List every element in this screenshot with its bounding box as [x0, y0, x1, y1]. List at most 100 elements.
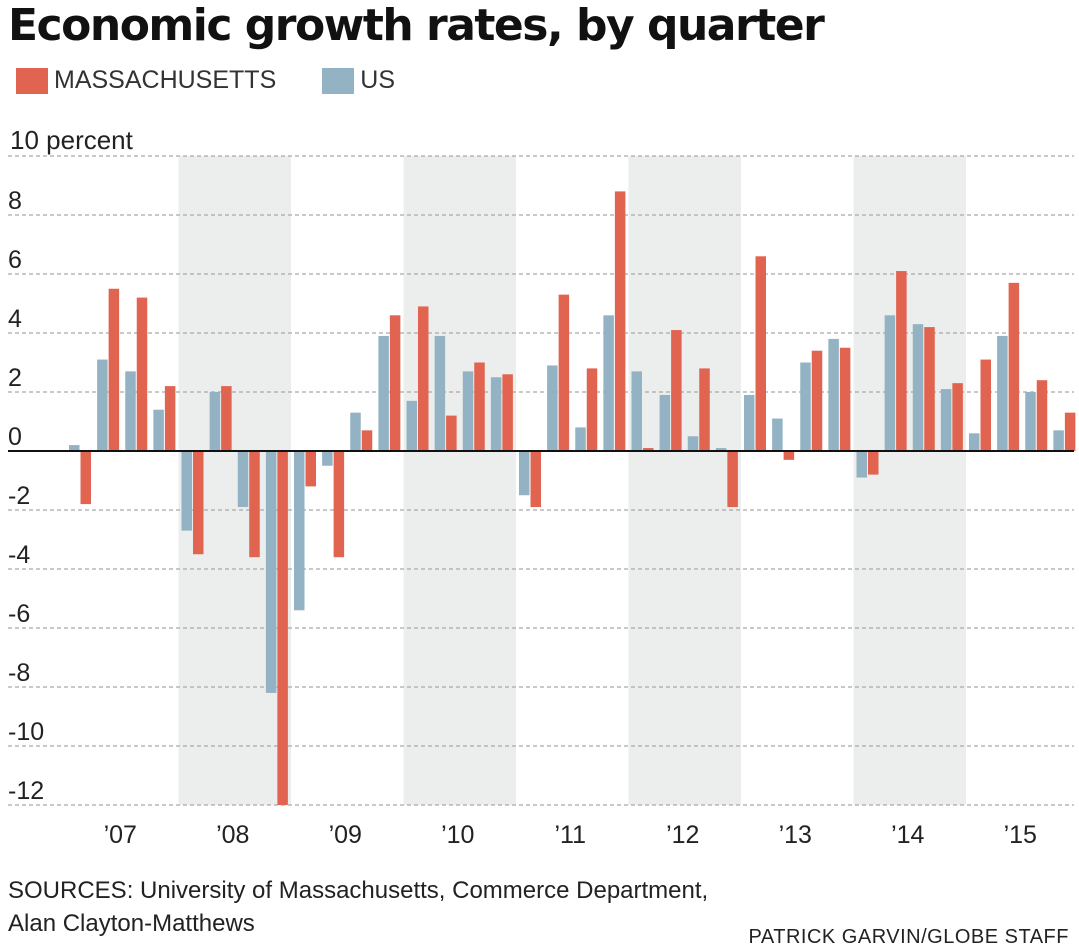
bar-massachusetts	[277, 451, 288, 805]
bar-us	[153, 409, 164, 451]
sources-line-1: SOURCES: University of Massachusetts, Co…	[8, 877, 709, 904]
bar-massachusetts	[361, 430, 373, 451]
x-tick-label: ’08	[216, 821, 249, 849]
x-tick-label: ’14	[891, 821, 924, 849]
x-tick-label: ’09	[329, 821, 362, 849]
bar-massachusetts	[558, 294, 570, 451]
y-tick-label: -10	[8, 718, 44, 746]
legend-swatch-massachusetts	[16, 67, 48, 94]
shaded-year-band	[403, 156, 516, 805]
bar-us	[69, 445, 80, 451]
bar-us	[378, 335, 389, 451]
y-axis-unit-label: 10 percent	[10, 125, 133, 155]
bar-us	[715, 448, 727, 451]
x-tick-label: ’15	[1004, 821, 1037, 849]
bar-us	[125, 371, 136, 451]
x-tick-label: ’10	[441, 821, 474, 849]
bar-massachusetts	[755, 256, 766, 451]
bar-massachusetts	[727, 451, 738, 508]
shaded-year-band	[853, 156, 966, 805]
bar-massachusetts	[221, 386, 232, 451]
bar-us	[490, 377, 502, 451]
bar-massachusetts	[952, 383, 963, 451]
legend-item-us: US	[322, 66, 395, 95]
bar-massachusetts	[193, 451, 204, 555]
bar-chart: 8 6 4 2 0 -2 -4 -6 -8 -10 -12 ’07 ’08 ’09 ’10 ’11 ’12 ’13…	[8, 155, 1076, 849]
bar-us	[631, 371, 642, 451]
bar-us	[603, 315, 614, 451]
credit-line: PATRICK GARVIN/GLOBE STAFF	[748, 926, 1069, 948]
y-tick-label: 8	[8, 187, 22, 215]
bar-massachusetts	[249, 451, 260, 558]
bar-us	[209, 392, 221, 451]
bar-massachusetts	[502, 374, 513, 451]
bar-massachusetts	[671, 330, 682, 451]
bar-massachusetts	[839, 347, 851, 451]
y-tick-label: 0	[8, 423, 22, 451]
bar-us	[687, 436, 699, 451]
bar-massachusetts	[530, 451, 541, 508]
legend: MASSACHUSETTS US	[16, 66, 441, 95]
x-tick-label: ’12	[666, 821, 699, 849]
chart-title: Economic growth rates, by quarter	[8, 0, 825, 51]
bar-massachusetts	[1036, 380, 1048, 451]
bar-us	[1025, 392, 1036, 451]
bar-us	[462, 371, 474, 451]
bar-us	[912, 324, 924, 451]
shaded-year-band	[628, 156, 741, 805]
y-tick-label: 4	[8, 305, 22, 333]
legend-swatch-us	[322, 67, 355, 94]
bar-us	[519, 451, 530, 496]
x-tick-label: ’13	[779, 821, 812, 849]
bar-massachusetts	[699, 368, 710, 451]
bar-massachusetts	[418, 306, 429, 451]
bar-us	[547, 365, 558, 451]
bar-us	[997, 335, 1008, 451]
bar-massachusetts	[1064, 412, 1076, 451]
bar-massachusetts	[868, 451, 879, 475]
bar-us	[181, 451, 192, 531]
y-tick-label: -8	[8, 659, 30, 687]
bar-massachusetts	[446, 415, 457, 451]
bar-us	[434, 335, 446, 451]
bar-massachusetts	[811, 350, 823, 451]
y-tick-label: 2	[8, 364, 22, 392]
bar-us	[828, 338, 839, 451]
legend-label-us: US	[360, 66, 395, 94]
legend-label-massachusetts: MASSACHUSETTS	[54, 66, 277, 94]
y-tick-label: -12	[8, 777, 44, 805]
bar-us	[1053, 430, 1064, 451]
bar-massachusetts	[80, 451, 91, 505]
sources-line-2: Alan Clayton-Matthews	[8, 910, 255, 937]
x-tick-label: ’11	[554, 821, 586, 849]
bar-massachusetts	[164, 386, 176, 451]
sources-note: SOURCES: University of Massachusetts, Co…	[8, 874, 868, 940]
bar-massachusetts	[108, 288, 120, 451]
bar-us	[350, 412, 361, 451]
bar-massachusetts	[333, 451, 345, 558]
bar-us	[744, 394, 755, 451]
bar-massachusetts	[305, 451, 316, 487]
bar-massachusetts	[614, 191, 626, 451]
bar-massachusetts	[896, 271, 907, 451]
bar-us	[969, 433, 980, 451]
bar-massachusetts	[474, 362, 485, 451]
bar-us	[575, 427, 586, 451]
bar-massachusetts	[389, 315, 401, 451]
bar-us	[772, 418, 783, 451]
bar-massachusetts	[643, 448, 654, 451]
bar-us	[97, 359, 108, 451]
y-tick-label: -2	[8, 482, 30, 510]
bar-massachusetts	[783, 451, 795, 460]
bar-massachusetts	[586, 368, 598, 451]
x-tick-label: ’07	[104, 821, 137, 849]
bar-us	[800, 362, 811, 451]
bar-massachusetts	[924, 327, 935, 451]
y-tick-label: -6	[8, 600, 30, 628]
legend-item-massachusetts: MASSACHUSETTS	[16, 66, 276, 95]
bar-us	[884, 315, 896, 451]
y-tick-label: 6	[8, 246, 22, 274]
bar-massachusetts	[980, 359, 991, 451]
bar-us	[237, 451, 249, 508]
bar-us	[856, 451, 867, 478]
